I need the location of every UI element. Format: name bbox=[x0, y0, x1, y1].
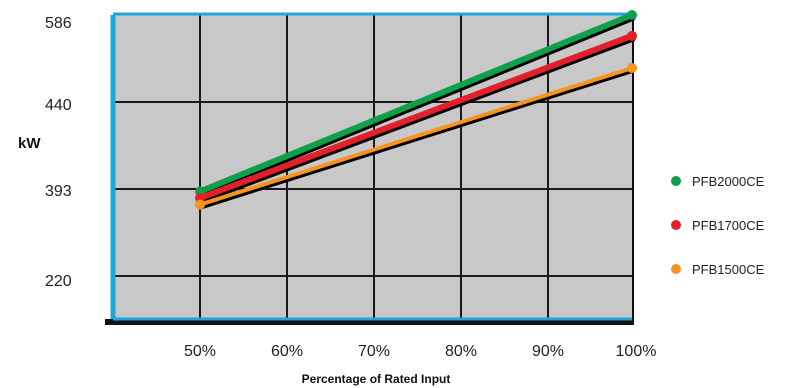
x-tick-label: 100% bbox=[616, 343, 657, 360]
legend-marker bbox=[671, 176, 681, 186]
legend-marker bbox=[671, 264, 681, 274]
legend-label: PFB1500CE bbox=[692, 262, 765, 277]
y-tick-labels: 586 440 393 220 bbox=[45, 15, 72, 290]
plot-background bbox=[113, 15, 632, 320]
legend-item: PFB1700CE bbox=[671, 218, 765, 233]
x-tick-label: 50% bbox=[184, 343, 216, 360]
y-tick-label: 586 bbox=[45, 15, 72, 32]
x-tick-label: 80% bbox=[445, 343, 477, 360]
x-tick-label: 90% bbox=[532, 343, 564, 360]
series-lines bbox=[195, 10, 637, 210]
plot-area bbox=[113, 15, 632, 320]
legend-label: PFB1700CE bbox=[692, 218, 765, 233]
legend-label: PFB2000CE bbox=[692, 174, 765, 189]
y-tick-label: 393 bbox=[45, 183, 72, 200]
y-axis-label: kW bbox=[18, 135, 41, 152]
series-line-pfb1700ce bbox=[197, 32, 635, 202]
series-point-start bbox=[195, 199, 205, 210]
x-axis-label: Percentage of Rated Input bbox=[302, 372, 451, 386]
x-tick-labels: 50% 60% 70% 80% 90% 100% bbox=[184, 343, 656, 360]
legend-item: PFB1500CE bbox=[671, 262, 765, 277]
series-point-end bbox=[627, 10, 637, 20]
legend-marker bbox=[671, 220, 681, 230]
legend-item: PFB2000CE bbox=[671, 174, 765, 189]
x-tick-label: 60% bbox=[271, 343, 303, 360]
y-tick-label: 220 bbox=[45, 273, 72, 290]
series-line-pfb1500ce bbox=[198, 66, 634, 207]
series-point-end bbox=[627, 63, 637, 74]
y-tick-label: 440 bbox=[45, 97, 72, 114]
x-tick-label: 70% bbox=[358, 343, 390, 360]
series-point-end bbox=[627, 30, 637, 41]
legend: PFB2000CE PFB1700CE PFB1500CE bbox=[671, 174, 765, 277]
series-line-pfb2000ce bbox=[197, 12, 635, 195]
